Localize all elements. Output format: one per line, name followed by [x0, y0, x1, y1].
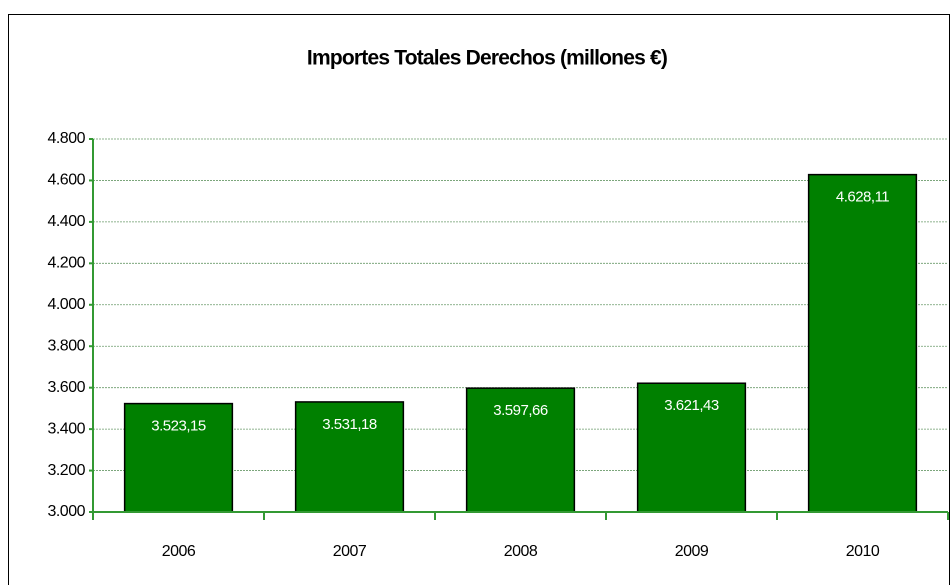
bar: [123, 402, 234, 513]
y-tick-label: 3.000: [47, 503, 85, 520]
value-label: 3.531,18: [322, 416, 377, 433]
x-tick-label: 2010: [846, 543, 880, 560]
chart-title: Importes Totales Derechos (millones €): [307, 47, 667, 70]
x-tick-label: 2009: [675, 543, 709, 560]
value-label: 4.628,11: [836, 189, 889, 206]
y-tick-label: 4.400: [47, 213, 85, 230]
y-tick-label: 4.800: [47, 130, 85, 147]
y-tick-label: 3.200: [47, 462, 85, 479]
y-tick-label: 3.400: [47, 420, 85, 437]
x-tick-label: 2007: [333, 543, 367, 560]
y-tick-label: 4.000: [47, 296, 85, 313]
bar: [636, 382, 747, 513]
y-tick-label: 3.600: [47, 379, 85, 396]
y-tick-label: 4.600: [47, 172, 85, 189]
x-tick-label: 2008: [504, 543, 538, 560]
y-tick-label: 4.200: [47, 255, 85, 272]
bar: [807, 173, 918, 513]
y-tick-label: 3.800: [47, 337, 85, 354]
value-label: 3.523,15: [151, 418, 206, 435]
value-label: 3.597,66: [493, 402, 548, 419]
value-label: 3.621,43: [664, 397, 719, 414]
x-tick-label: 2006: [162, 543, 196, 560]
